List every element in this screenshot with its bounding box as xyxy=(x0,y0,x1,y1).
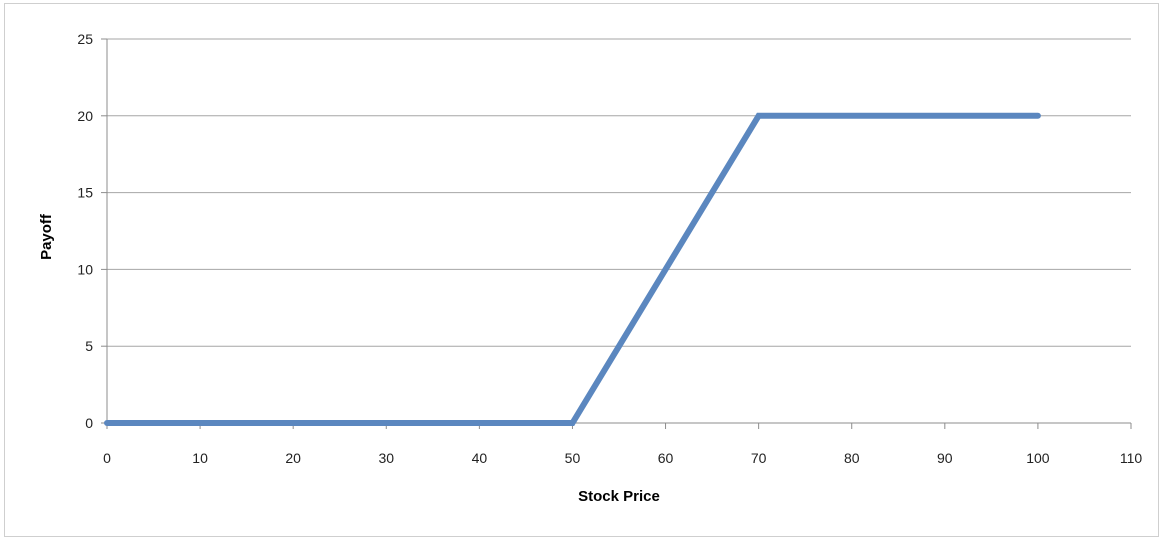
x-tick-label-40: 40 xyxy=(472,450,488,466)
x-tick-label-10: 10 xyxy=(192,450,208,466)
chart-frame: 0 5 10 15 20 25 0 10 20 30 40 50 60 70 80 90 100 110 Stoc… xyxy=(4,3,1159,537)
x-tick-label-80: 80 xyxy=(844,450,860,466)
x-tick-label-100: 100 xyxy=(1026,450,1050,466)
y-tick-label-5: 5 xyxy=(85,338,93,354)
y-tick-label-25: 25 xyxy=(77,31,93,47)
x-axis-title: Stock Price xyxy=(578,488,660,505)
x-tick-label-50: 50 xyxy=(565,450,581,466)
x-tick-label-70: 70 xyxy=(751,450,767,466)
grid-layer xyxy=(107,39,1131,346)
x-tick-label-90: 90 xyxy=(937,450,953,466)
tick-layer: 0 5 10 15 20 25 0 10 20 30 40 50 60 70 80 90 100 110 xyxy=(77,31,1142,466)
x-tick-label-110: 110 xyxy=(1120,450,1143,466)
x-tick-label-0: 0 xyxy=(103,450,111,466)
x-tick-label-20: 20 xyxy=(285,450,301,466)
y-tick-label-20: 20 xyxy=(77,108,93,124)
x-tick-label-60: 60 xyxy=(658,450,674,466)
y-axis-title: Payoff xyxy=(38,213,55,260)
y-tick-label-15: 15 xyxy=(77,185,93,201)
y-tick-label-0: 0 xyxy=(85,415,93,431)
chart-svg: 0 5 10 15 20 25 0 10 20 30 40 50 60 70 80 90 100 110 Stoc… xyxy=(5,4,1164,544)
axis-layer xyxy=(101,39,1131,429)
y-tick-label-10: 10 xyxy=(77,261,93,277)
x-tick-label-30: 30 xyxy=(378,450,394,466)
